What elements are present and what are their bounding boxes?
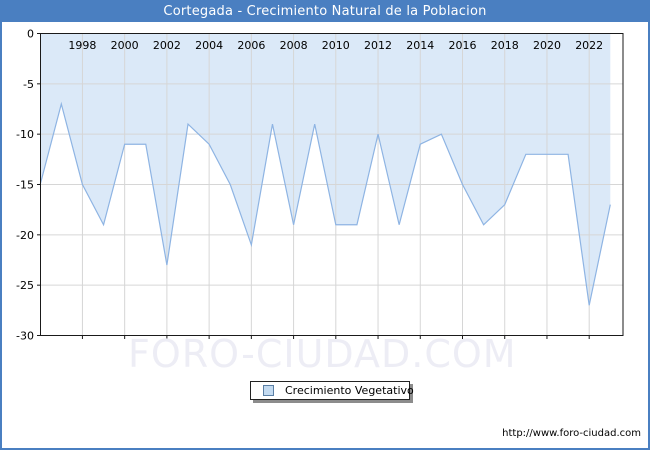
x-axis-label: 2012 (364, 39, 392, 52)
x-axis-label: 1998 (68, 39, 96, 52)
legend-label: Crecimiento Vegetativo (285, 384, 414, 397)
x-axis-label: 2014 (406, 39, 434, 52)
legend: Crecimiento Vegetativo (250, 381, 414, 400)
y-axis-label: -5 (23, 78, 34, 91)
y-axis-label: -30 (16, 330, 34, 343)
x-axis-label: 2018 (491, 39, 519, 52)
footer-url: http://www.foro-ciudad.com (502, 428, 641, 439)
x-axis-label: 2020 (533, 39, 561, 52)
y-axis-label: -15 (16, 179, 34, 192)
x-axis-label: 2008 (280, 39, 308, 52)
area-fill (40, 33, 611, 306)
chart-title: Cortegada - Crecimiento Natural de la Po… (2, 2, 648, 22)
y-axis-label: -10 (16, 128, 34, 141)
x-axis-label: 2010 (322, 39, 350, 52)
legend-marker-icon (263, 385, 274, 396)
y-axis-label: -20 (16, 229, 34, 242)
y-axis-label: 0 (27, 28, 34, 41)
x-axis-label: 2000 (111, 39, 139, 52)
x-axis-label: 2004 (195, 39, 223, 52)
x-axis-label: 2016 (449, 39, 477, 52)
data-line (39, 101, 611, 306)
x-axis-label: 2006 (237, 39, 265, 52)
y-axis-label: -25 (16, 279, 34, 292)
x-axis-label: 2022 (575, 39, 603, 52)
x-axis-label: 2002 (153, 39, 181, 52)
